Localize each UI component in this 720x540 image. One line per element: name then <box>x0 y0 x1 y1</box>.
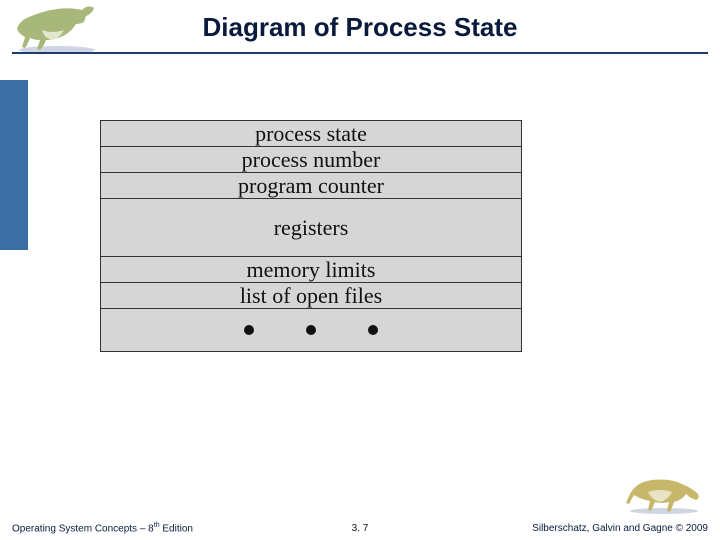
pcb-row-open-files: list of open files <box>101 283 521 309</box>
title-underline <box>12 52 708 54</box>
slide-title: Diagram of Process State <box>0 12 720 43</box>
pcb-row-ellipsis <box>101 309 521 351</box>
dot-icon <box>368 325 378 335</box>
pcb-row-process-number: process number <box>101 147 521 173</box>
dot-icon <box>244 325 254 335</box>
footer-copyright: Silberschatz, Galvin and Gagne © 2009 <box>532 523 708 534</box>
left-sidebar-accent <box>0 80 28 250</box>
slide-footer: Operating System Concepts – 8th Edition … <box>0 512 720 534</box>
ellipsis-dots <box>101 325 521 335</box>
pcb-row-registers: registers <box>101 199 521 257</box>
dinosaur-icon-bottom-right <box>624 474 704 514</box>
dot-icon <box>306 325 316 335</box>
slide-header: Diagram of Process State <box>0 0 720 60</box>
pcb-row-program-counter: program counter <box>101 173 521 199</box>
pcb-row-process-state: process state <box>101 121 521 147</box>
pcb-diagram: process state process number program cou… <box>100 120 522 352</box>
pcb-row-memory-limits: memory limits <box>101 257 521 283</box>
